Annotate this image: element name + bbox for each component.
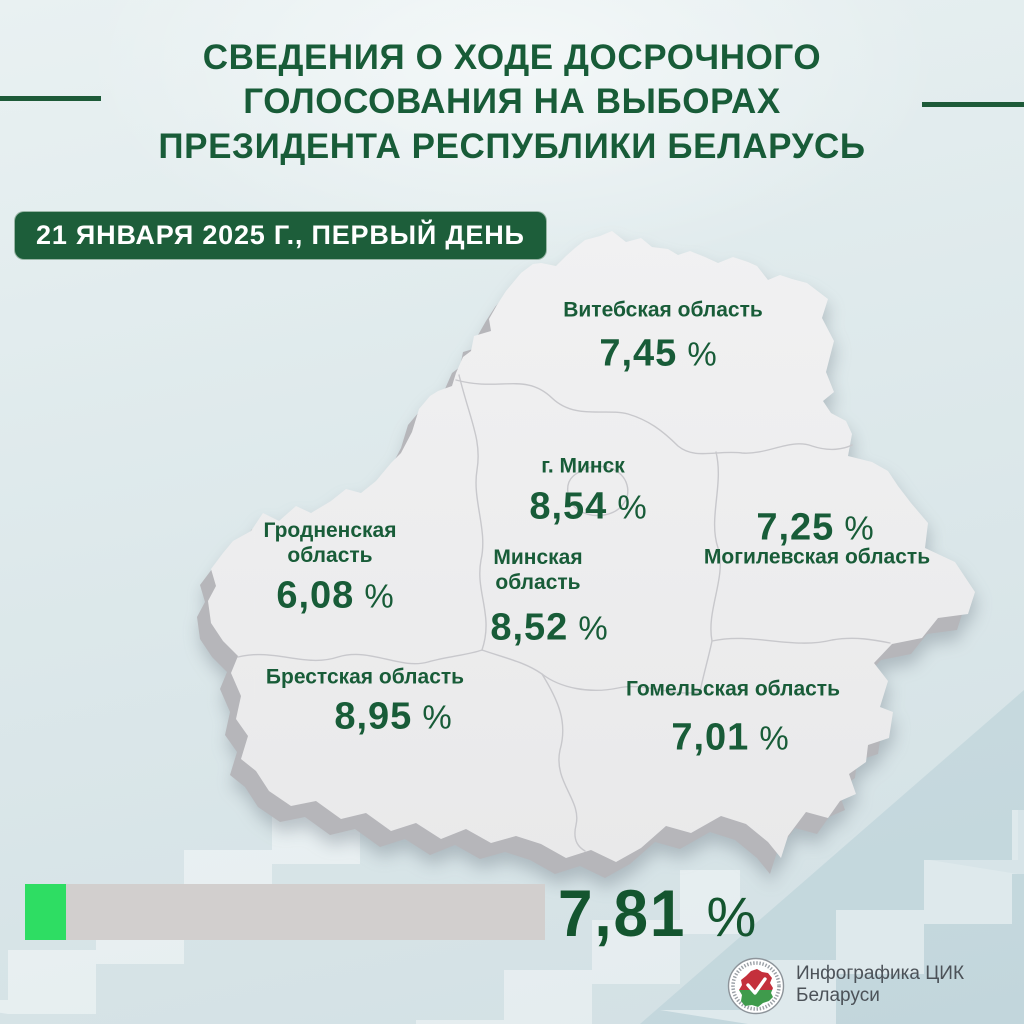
region-borders <box>237 374 891 852</box>
region-label-mogilev: Могилевская область <box>703 545 931 569</box>
map-surface <box>208 231 975 862</box>
region-value-mogilev: 7,25% <box>756 506 874 549</box>
turnout-progress-bar <box>25 884 545 940</box>
total-turnout-value: 7,81% <box>558 876 757 950</box>
region-value-minsk-region: 8,52% <box>490 606 608 649</box>
belarus-map <box>197 231 975 878</box>
title-dash-left <box>0 96 101 101</box>
region-label-grodno: Гродненская область <box>263 518 397 567</box>
region-value-grodno: 6,08% <box>276 574 394 617</box>
region-label-vitebsk: Витебская область <box>563 298 763 322</box>
title-line-2: ГОЛОСОВАНИЯ НА ВЫБОРАХ <box>243 82 781 122</box>
region-label-brest: Брестская область <box>265 665 465 689</box>
region-value-vitebsk: 7,45% <box>599 332 717 375</box>
region-label-minsk-region: Минская область <box>493 545 583 594</box>
region-value-brest: 8,95% <box>334 695 452 738</box>
region-label-minsk-city: г. Минск <box>541 454 625 478</box>
staircase-pattern <box>0 610 1024 1024</box>
title-line-1: СВЕДЕНИЯ О ХОДЕ ДОСРОЧНОГО <box>202 38 822 77</box>
title-line-3: ПРЕЗИДЕНТА РЕСПУБЛИКИ БЕЛАРУСЬ <box>158 126 866 166</box>
title-dash-right <box>922 102 1024 107</box>
footer-credit: Инфографика ЦИК Беларуси <box>796 963 965 1006</box>
cec-emblem-logo <box>727 957 785 1015</box>
region-value-gomel: 7,01% <box>671 716 789 759</box>
region-label-gomel: Гомельская область <box>626 677 840 701</box>
page-title: СВЕДЕНИЯ О ХОДЕ ДОСРОЧНОГО ГОЛОСОВАНИЯ Н… <box>0 36 1024 169</box>
date-badge: 21 ЯНВАРЯ 2025 Г., ПЕРВЫЙ ДЕНЬ <box>14 211 547 260</box>
region-value-minsk-city: 8,54% <box>529 485 647 528</box>
date-badge-label: 21 ЯНВАРЯ 2025 Г., ПЕРВЫЙ ДЕНЬ <box>36 220 525 250</box>
turnout-bar-fill <box>25 884 66 940</box>
